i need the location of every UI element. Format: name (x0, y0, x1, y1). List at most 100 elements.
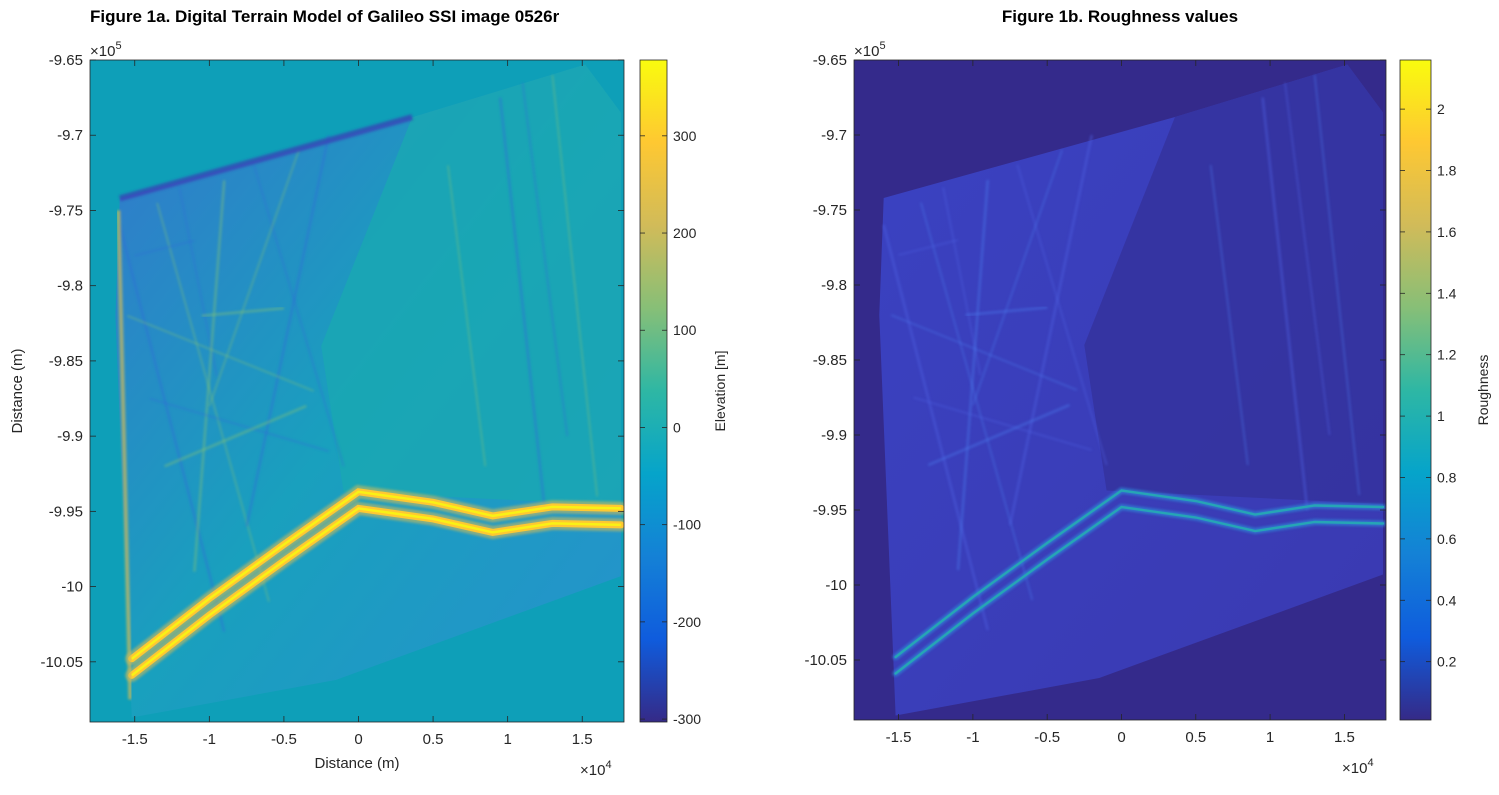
x-exponent-label: ×104 (580, 759, 612, 779)
colorbar-tick-label: -300 (673, 711, 701, 727)
y-exponent-power: 5 (879, 40, 885, 52)
terrain-streak (201, 307, 285, 317)
heatmap-image (90, 60, 624, 722)
terrain-streak (927, 403, 1070, 467)
x-axis-label: Distance (m) (314, 755, 399, 772)
chart-title: Figure 1a. Digital Terrain Model of Gali… (90, 7, 560, 26)
x-tick-label: -1.5 (886, 729, 912, 746)
x-tick-label: -1 (203, 731, 216, 748)
smooth-plain (1084, 64, 1383, 504)
axes-box (853, 59, 1387, 721)
y-tick-label: -10 (61, 579, 83, 596)
terrain-streak (890, 314, 1078, 391)
y-axis-label: Distance (m) (9, 348, 26, 433)
colorbar-tick-label: 2 (1437, 101, 1445, 117)
terrain-streak (1016, 164, 1108, 466)
terrain-streak (972, 149, 1063, 406)
x-tick-label: -1 (966, 729, 979, 746)
x-exponent-label: ×104 (1342, 757, 1374, 777)
terrain-streak (1284, 82, 1331, 436)
y-tick-label: -9.95 (49, 503, 83, 520)
colorbar-tick-label: 0.8 (1437, 469, 1457, 485)
colorbar-label: Roughness (1475, 355, 1491, 426)
colorbar-gradient (1399, 59, 1432, 721)
x-tick-label: 1 (503, 731, 511, 748)
terrain-streak (149, 397, 329, 452)
terrain-streak (447, 165, 486, 467)
colorbar-tick-label: 200 (673, 225, 697, 241)
terrain-streak (1261, 97, 1309, 511)
terrain-streak (245, 135, 330, 527)
double-ridge-crest (894, 489, 1385, 659)
x-tick-label: 1 (1266, 729, 1274, 746)
y-tick-label: -10 (825, 577, 847, 594)
smooth-plain (321, 64, 621, 506)
terrain-streak (1313, 74, 1360, 496)
colorbar-tick-label: -100 (673, 517, 701, 533)
y-tick-label: -9.7 (57, 127, 83, 144)
x-tick-label: -1.5 (122, 731, 148, 748)
colorbar-tick-label: 0 (673, 419, 681, 435)
x-tick-label: 0.5 (1185, 729, 1206, 746)
terrain-streak (499, 97, 547, 512)
edge-shadow (119, 114, 413, 202)
y-tick-label: -9.8 (821, 277, 847, 294)
y-tick-label: -9.65 (49, 52, 83, 69)
terrain-streak (913, 396, 1092, 451)
x-tick-label: 1.5 (572, 731, 593, 748)
heatmap-image (854, 60, 1386, 720)
x-tick-label: -0.5 (271, 731, 297, 748)
terrain-streak (118, 225, 226, 633)
y-exponent-label: ×105 (854, 40, 886, 60)
terrain-streak (882, 224, 989, 631)
y-tick-label: -9.8 (57, 278, 83, 295)
colorbar: 0.2 0.4 0.6 0.8 1 1.2 1.4 1.6 1.8 2 Roughness (1399, 59, 1491, 721)
y-tick-label: -10.05 (40, 654, 83, 671)
terrain-streak (1008, 134, 1093, 526)
colorbar-tick-label: 1.2 (1437, 347, 1457, 363)
y-tick-label: -9.95 (813, 502, 847, 519)
y-tick-label: -9.65 (813, 52, 847, 69)
terrain-streak (1209, 164, 1249, 466)
edge-highlight (116, 210, 133, 700)
x-tick-label: 0.5 (423, 731, 444, 748)
colorbar-tick-label: 0.2 (1437, 654, 1457, 670)
y-exponent-label: ×105 (90, 40, 122, 60)
terrain-streak (956, 179, 989, 571)
x-tick-label: 0 (1117, 729, 1125, 746)
terrain-streak (253, 165, 345, 467)
double-ridge-crest (894, 505, 1385, 675)
colorbar-tick-label: 100 (673, 322, 697, 338)
y-tick-label: -9.9 (821, 427, 847, 444)
y-tick-label: -9.85 (813, 352, 847, 369)
terrain-streak (942, 187, 981, 376)
colorbar-label: Elevation [m] (712, 351, 728, 432)
colorbar-tick-label: 300 (673, 128, 697, 144)
chart-title: Figure 1b. Roughness values (1002, 7, 1238, 26)
terrain-streak (965, 306, 1048, 317)
colorbar-tick-label: 1.8 (1437, 163, 1457, 179)
terrain-streak (521, 82, 569, 437)
colorbar-tick-label: 0.4 (1437, 592, 1457, 608)
terrain-streak (193, 180, 226, 572)
x-exponent-power: 4 (605, 759, 611, 771)
colorbar-tick-label: 1 (1437, 408, 1445, 424)
axes-box (89, 59, 625, 723)
colorbar-tick-label: -200 (673, 614, 701, 630)
x-tick-label: -0.5 (1034, 729, 1060, 746)
y-tick-label: -9.7 (821, 127, 847, 144)
colorbar-tick-label: 0.6 (1437, 531, 1457, 547)
terrain-streak (134, 239, 195, 257)
chart-panel-1: Figure 1a. Digital Terrain Model of Gali… (9, 7, 728, 779)
chart-panel-2: Figure 1b. Roughness values -1.5 -1 -0.5 0 0.… (804, 7, 1491, 777)
y-tick-label: -10.05 (804, 652, 847, 669)
colorbar-tick-label: 1.6 (1437, 224, 1457, 240)
terrain-streak (156, 202, 270, 602)
x-tick-label: 0 (354, 731, 362, 748)
terrain-streak (178, 187, 218, 377)
y-tick-label: -9.75 (49, 202, 83, 219)
terrain-streak (164, 405, 307, 468)
terrain-streak (898, 239, 959, 256)
ridge-highlight (131, 490, 622, 660)
